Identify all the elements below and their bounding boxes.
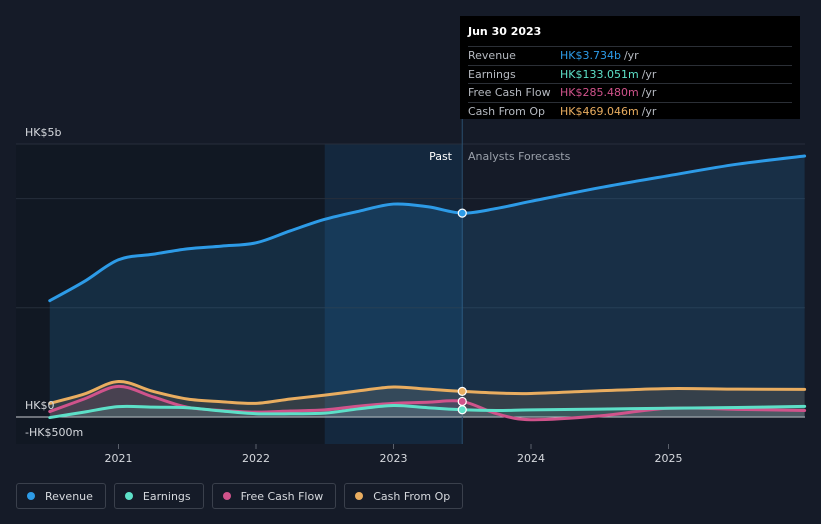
series-lines [48,154,807,422]
x-tick-label: 2023 [380,452,408,465]
tooltip-unit: /yr [641,86,657,99]
tooltip-value: HK$469.046m [560,104,639,118]
series-line-free_cash_flow [48,384,807,422]
x-tick-label: 2025 [655,452,683,465]
tooltip-label: Cash From Op [468,104,546,118]
tooltip-label: Revenue [468,49,516,62]
series-line-cash_from_op [48,380,807,405]
series-line-earnings [48,404,807,420]
tooltip-row-revenue: Revenue HK$3.734b /yr [468,46,792,65]
x-tick-label: 2024 [517,452,545,465]
tooltip-date: Jun 30 2023 [468,25,542,38]
legend-dot-icon [222,492,231,500]
y-axis-bottom-label: -HK$500m [25,426,83,439]
legend-dot-icon [27,492,35,500]
tooltip-panel: Jun 30 2023 Revenue HK$3.734b /yr Earnin… [460,16,800,119]
data-point-earnings [457,405,467,415]
legend-item-cash-from-op[interactable]: Cash From Op [344,483,464,509]
legend-label: Cash From Op [373,489,451,503]
tooltip-unit: /yr [623,49,639,62]
tooltip-row-free-cash-flow: Free Cash Flow HK$285.480m /yr [468,83,792,102]
legend-item-earnings[interactable]: Earnings [113,483,204,509]
chart-background-layer [16,144,463,444]
forecast-region-label: Analysts Forecasts [468,150,571,163]
y-axis-top-label: HK$5b [25,126,61,139]
legend-item-revenue[interactable]: Revenue [16,483,106,509]
tooltip-value: HK$285.480m [560,86,639,99]
highlight-markers [457,208,467,415]
y-axis-zero-label: HK$0 [25,399,54,412]
x-axis-ticks: 2021 2022 2023 2024 2025 [105,444,683,465]
data-point-free_cash_flow [457,396,467,407]
highlight-band [324,144,463,444]
legend-label: Revenue [45,489,93,503]
tooltip-label: Earnings [468,67,516,81]
x-tick-label: 2022 [242,452,270,465]
tooltip-row-earnings: Earnings HK$133.051m /yr [468,64,792,84]
tooltip-row-cash-from-op: Cash From Op HK$469.046m /yr [468,101,792,121]
x-tick-label: 2021 [105,452,133,465]
tooltip-label: Free Cash Flow [468,86,551,99]
tooltip-value: HK$3.734b [560,49,621,62]
legend-dot-icon [355,492,364,500]
legend-dot-icon [124,492,133,500]
chart-legend: Revenue Earnings Free Cash Flow Cash Fro… [16,483,464,509]
legend-label: Free Cash Flow [240,489,324,503]
tooltip-unit: /yr [641,104,657,118]
legend-label: Earnings [142,489,191,503]
past-region-label: Past [429,150,453,163]
legend-item-free-cash-flow[interactable]: Free Cash Flow [211,483,337,509]
data-point-cash_from_op [457,386,467,396]
series-line-revenue [48,154,807,303]
tooltip-value: HK$133.051m [560,67,639,81]
tooltip-unit: /yr [641,67,657,81]
data-point-revenue [457,208,467,218]
series-area-revenue [49,156,805,417]
